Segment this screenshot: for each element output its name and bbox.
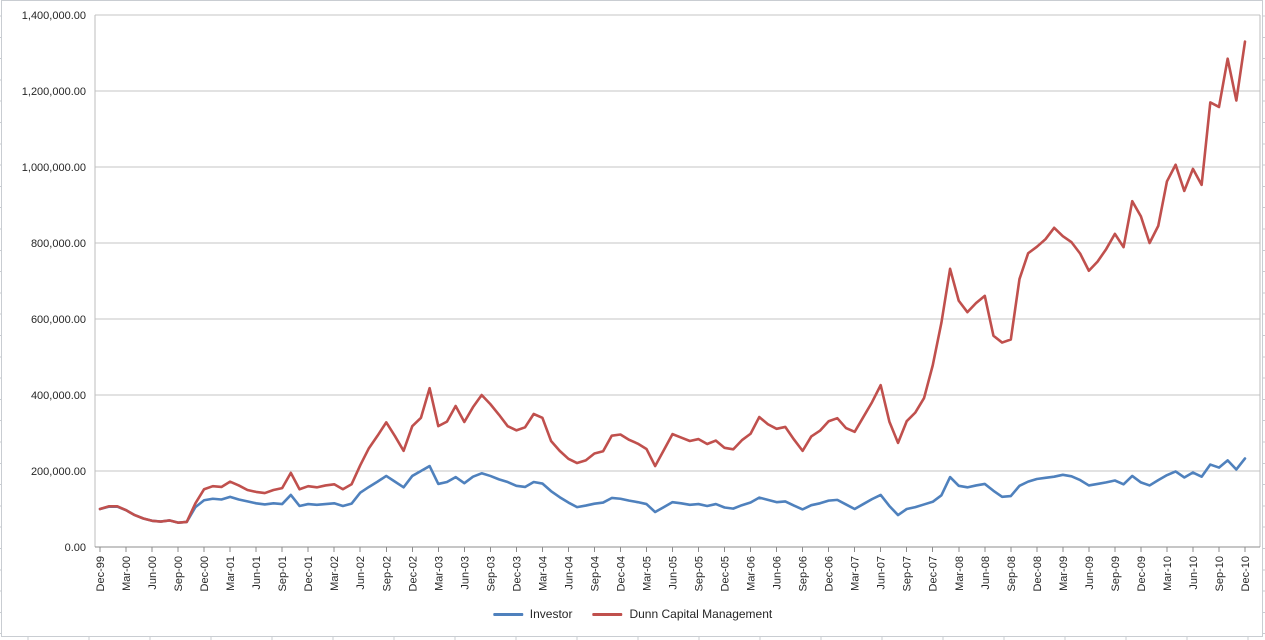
x-axis-tick-label: Mar-00: [121, 556, 133, 591]
x-axis-tick-label: Mar-06: [746, 556, 758, 591]
legend-item-dunn-capital: Dunn Capital Management: [592, 607, 772, 621]
y-axis-tick-label: 1,000,000.00: [22, 162, 86, 174]
legend-label-dunn-capital: Dunn Capital Management: [629, 607, 773, 621]
x-axis-tick-label: Sep-09: [1110, 556, 1122, 591]
x-axis-tick-label: Jun-03: [459, 556, 471, 590]
x-axis-tick-label: Dec-08: [1032, 556, 1044, 591]
x-axis-tick-label: Sep-04: [589, 556, 601, 591]
x-axis-tick-label: Jun-04: [563, 556, 575, 590]
x-axis-tick-label: Dec-07: [928, 556, 940, 591]
x-axis-tick-label: Sep-02: [381, 556, 393, 591]
x-axis-tick-label: Sep-08: [1006, 556, 1018, 591]
legend-label-investor: Investor: [529, 607, 573, 621]
y-axis-tick-label: 200,000.00: [31, 466, 86, 478]
x-axis-tick-label: Dec-09: [1136, 556, 1148, 591]
x-axis-tick-label: Dec-01: [303, 556, 315, 591]
x-axis-tick-label: Jun-07: [876, 556, 888, 590]
legend-item-investor: Investor: [492, 607, 573, 621]
x-axis-tick-label: Jun-06: [772, 556, 784, 590]
y-axis-tick-label: 0.00: [65, 542, 86, 554]
x-axis-tick-label: Mar-09: [1058, 556, 1070, 591]
series-line-dunn-capital: [98, 40, 1247, 524]
x-axis-tick-label: Sep-05: [694, 556, 706, 591]
x-axis-tick-label: Dec-00: [199, 556, 211, 591]
x-axis-tick-label: Mar-01: [225, 556, 237, 591]
x-axis-tick-label: Mar-03: [433, 556, 445, 591]
x-axis-tick-label: Jun-09: [1084, 556, 1096, 590]
x-axis-tick-label: Jun-01: [251, 556, 263, 590]
x-axis-tick-label: Dec-10: [1240, 556, 1252, 591]
y-axis-tick-label: 400,000.00: [31, 390, 86, 402]
x-axis-tick-label: Dec-03: [511, 556, 523, 591]
y-axis-tick-label: 1,400,000.00: [22, 10, 86, 22]
x-axis-tick-label: Mar-08: [954, 556, 966, 591]
x-axis-tick-label: Jun-08: [980, 556, 992, 590]
legend-key-dunn-capital-line: [592, 612, 623, 616]
series-line-investor: [98, 457, 1247, 524]
x-axis-tick-label: Sep-00: [173, 556, 185, 591]
x-axis-tick-label: Mar-04: [537, 556, 549, 591]
x-axis-tick-label: Sep-07: [902, 556, 914, 591]
x-axis-tick-label: Jun-02: [355, 556, 367, 590]
x-axis-tick-label: Dec-06: [824, 556, 836, 591]
x-axis-tick-label: Mar-02: [329, 556, 341, 591]
x-axis-tick-label: Sep-01: [277, 556, 289, 591]
x-axis-tick-label: Jun-05: [668, 556, 680, 590]
x-axis-tick-label: Dec-04: [615, 556, 627, 591]
x-axis-tick-label: Jun-00: [147, 556, 159, 590]
y-axis-tick-label: 1,200,000.00: [22, 86, 86, 98]
y-axis-tick-label: 800,000.00: [31, 238, 86, 250]
x-axis-tick-label: Mar-10: [1162, 556, 1174, 591]
legend-key-investor-line: [492, 612, 523, 616]
legend: Investor Dunn Capital Management: [492, 607, 772, 621]
x-axis-tick-label: Jun-10: [1188, 556, 1200, 590]
y-axis-tick-label: 600,000.00: [31, 314, 86, 326]
x-axis-tick-label: Sep-10: [1214, 556, 1226, 591]
x-axis-tick-label: Dec-05: [720, 556, 732, 591]
x-axis-tick-label: Dec-99: [95, 556, 107, 591]
x-axis-tick-label: Sep-03: [485, 556, 497, 591]
x-axis-tick-label: Dec-02: [407, 556, 419, 591]
x-axis-tick-label: Mar-07: [850, 556, 862, 591]
x-axis-tick-label: Sep-06: [798, 556, 810, 591]
x-axis-tick-label: Mar-05: [641, 556, 653, 591]
